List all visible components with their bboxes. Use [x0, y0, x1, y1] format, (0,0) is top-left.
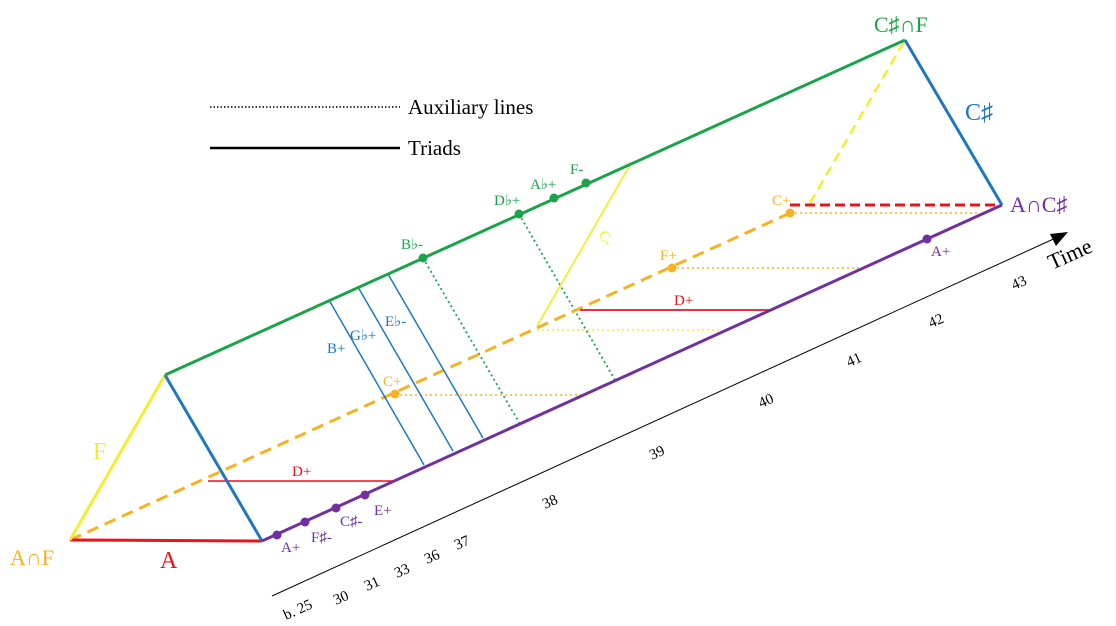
legend-triads-label: Triads: [408, 136, 461, 160]
edge-c-sharp: [903, 39, 1004, 206]
tick-label: 38: [540, 492, 560, 513]
yellow-auxiliary-lines: [395, 212, 980, 396]
triad-label: F+: [660, 248, 677, 264]
triad-label: E+: [374, 503, 392, 519]
legend: Auxiliary lines Triads: [210, 95, 533, 160]
triad-label: B♭-: [401, 237, 423, 253]
left-blue-edge: [163, 374, 264, 542]
green-dots: [418, 178, 591, 263]
triad-label: D♭+: [494, 193, 520, 209]
triad-label: F♯-: [311, 530, 332, 546]
tick-label: 33: [392, 561, 412, 582]
orange-triad-labels: C+ F+ C+: [383, 193, 790, 390]
legend-auxiliary-label: Auxiliary lines: [408, 95, 533, 119]
vertex-a-cap-c-sharp: A∩C♯: [1010, 192, 1067, 217]
tick-label: 41: [844, 350, 864, 371]
triad-label: F-: [570, 162, 583, 178]
vertex-c-sharp-cap-f: C♯∩F: [874, 12, 928, 37]
triad-label: C+: [772, 193, 790, 209]
edge-label-c-sharp: C♯: [965, 100, 993, 126]
edge-f: [68, 374, 167, 541]
tick-label: 43: [1009, 273, 1029, 294]
edge-label-f: F: [93, 439, 106, 465]
triad-label: A+: [931, 244, 950, 260]
orange-dots: [390, 208, 795, 399]
tick-label: 39: [647, 443, 667, 464]
triad-label: D+: [674, 293, 693, 309]
time-ticks: b. 25 30 31 33 36 37 38 39 40 41 42 43: [281, 273, 1029, 624]
time-arrowhead: [1050, 232, 1068, 246]
triad-label: D+: [292, 464, 311, 480]
purple-dots: [272, 234, 932, 540]
triad-label: A+: [281, 540, 300, 556]
edge-label-a: A: [160, 548, 178, 574]
yellow-dashed-edge: [808, 39, 907, 204]
blue-triad-lines: [328, 273, 484, 466]
triad-label: C♯-: [340, 514, 363, 530]
triad-label: C+: [383, 374, 401, 390]
purple-edge: [261, 203, 1003, 543]
green-triad-labels: B♭- D♭+ A♭+ F-: [401, 162, 583, 253]
triad-label: B+: [327, 341, 345, 357]
triad-label: A♭+: [530, 177, 556, 193]
red-triad-labels: D+ D+: [292, 293, 693, 480]
time-axis: [271, 232, 1068, 597]
green-auxiliary-lines: [422, 213, 616, 425]
yellow-c-minus-lines: [536, 164, 631, 327]
tick-label: b. 25: [281, 597, 315, 624]
red-triad-lines: [69, 309, 770, 543]
triad-label: G♭+: [350, 328, 376, 344]
orange-dashed-axis: [69, 211, 791, 542]
triad-label-c-minus: C-: [595, 228, 616, 249]
tick-label: 31: [362, 574, 382, 595]
triad-label: E♭-: [385, 314, 406, 330]
blue-triad-labels: B+ G♭+ E♭-: [327, 314, 406, 357]
tick-label: 36: [422, 547, 443, 568]
tick-label: 40: [756, 391, 776, 412]
tick-label: 30: [331, 588, 351, 609]
tick-label: 42: [926, 311, 946, 332]
tick-label: 37: [452, 533, 473, 554]
green-edge: [164, 38, 906, 377]
purple-triad-labels: A+ F♯- C♯- E+ A+: [281, 244, 950, 556]
vertex-a-cap-f: A∩F: [10, 545, 54, 570]
